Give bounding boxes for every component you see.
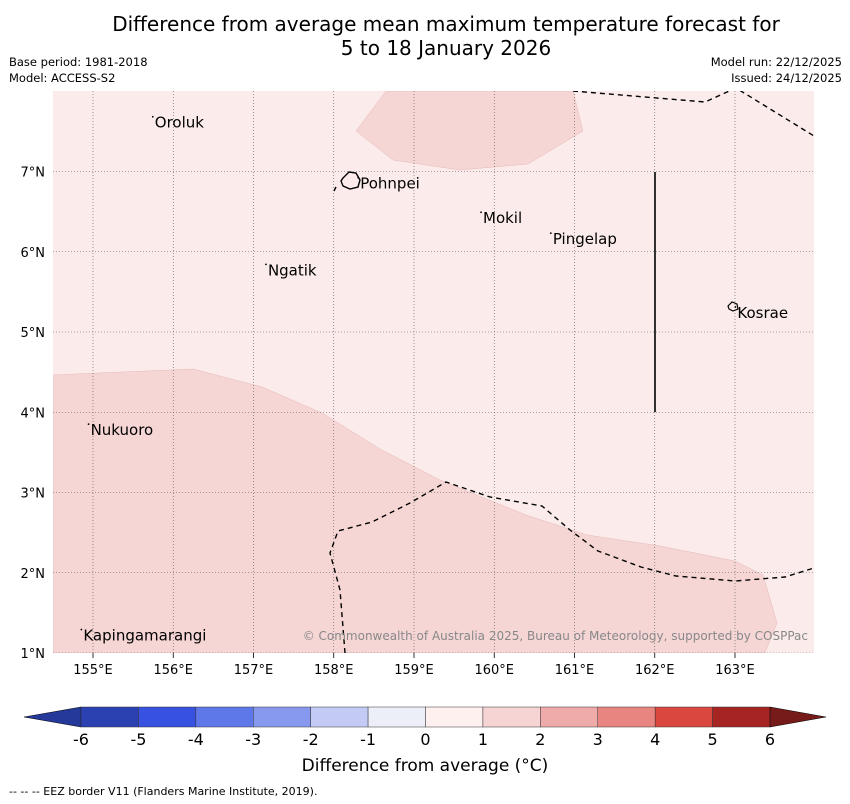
axis-ticks: 155°E 156°E 157°E 158°E 159°E 160°E 161°E 162°E… (21, 166, 755, 679)
meta-right: Model run: 22/12/2025 Issued: 24/12/2025 (711, 54, 842, 86)
colorbar-tick-label: -5 (130, 730, 146, 745)
place-label: Pingelap (553, 230, 617, 248)
colorbar-tick-label: -2 (303, 730, 319, 745)
colorbar-tick-label: -6 (73, 730, 89, 745)
place-label: Oroluk (155, 114, 204, 132)
colorbar-tick-label: -4 (188, 730, 204, 745)
x-tick-label: 160°E (474, 663, 514, 678)
x-tick-label: 162°E (635, 663, 675, 678)
colorbar-segment (195, 706, 254, 728)
graticule (53, 91, 814, 653)
kosrae-island-outline (727, 301, 739, 312)
y-tick-label: 2°N (21, 567, 46, 582)
y-tick-label: 4°N (21, 406, 46, 421)
y-tick-label: 7°N (21, 166, 46, 181)
colorbar-tick-label: 0 (420, 730, 430, 745)
title-line-1: Difference from average mean maximum tem… (112, 12, 780, 36)
colorbar-title: Difference from average (°C) (301, 756, 549, 776)
meta-left: Base period: 1981-2018 Model: ACCESS-S2 (9, 54, 148, 86)
place-marker (549, 232, 552, 235)
place-label: Mokil (483, 209, 522, 227)
place-label: Kapingamarangi (83, 627, 206, 645)
pohnpei-island-outline (340, 171, 361, 190)
colorbar-segment (80, 706, 139, 728)
colorbar-extend-low (23, 706, 82, 728)
colorbar-tick-label: 5 (707, 730, 717, 745)
colorbar-segment (654, 706, 713, 728)
y-tick-label: 5°N (21, 326, 46, 341)
colorbar-segment (712, 706, 771, 728)
eez-border-north (572, 91, 814, 137)
issued-date: Issued: 24/12/2025 (731, 71, 842, 85)
place-label: Nukuoro (91, 421, 154, 439)
colorbar-segment (540, 706, 598, 728)
place-marker (80, 628, 83, 631)
colorbar-tick-label: -3 (245, 730, 261, 745)
place-marker (265, 263, 267, 266)
title-line-2: 5 to 18 January 2026 (340, 36, 552, 60)
place-marker (151, 115, 154, 118)
model-name: Model: ACCESS-S2 (9, 71, 116, 85)
place-marker (87, 423, 90, 426)
colorbar-extend-high (769, 706, 827, 728)
colorbar-tick-label: 1 (478, 730, 488, 745)
x-tick-label: 159°E (394, 663, 434, 678)
y-tick-label: 1°N (21, 647, 46, 662)
eez-border-south (329, 481, 814, 653)
place-marker (480, 211, 482, 214)
place-marker (357, 176, 360, 179)
x-tick-label: 158°E (314, 663, 354, 678)
place-label: Pohnpei (360, 175, 420, 193)
colorbar-segment (310, 706, 369, 728)
eez-borders (329, 91, 814, 653)
colorbar-segment (597, 706, 656, 728)
model-run: Model run: 22/12/2025 (710, 55, 842, 69)
map-title: Difference from average mean maximum tem… (0, 12, 850, 60)
colorbar: -6 -5 -4 -3 -2 -1 0 1 2 3 4 5 6 (23, 706, 827, 745)
colorbar-segment (138, 706, 197, 728)
base-period: Base period: 1981-2018 (9, 55, 148, 69)
colorbar-segment (367, 706, 426, 728)
anomaly-band-1-2-north (355, 91, 584, 171)
y-tick-label: 3°N (21, 487, 46, 502)
colorbar-tick-label: 4 (650, 730, 660, 745)
anomaly-band-1-2-south (53, 368, 778, 653)
x-tick-label: 155°E (73, 663, 113, 678)
place-marker (734, 306, 737, 308)
eez-legend-note: -- -- -- EEZ border V11 (Flanders Marine… (9, 785, 318, 798)
colorbar-segment (425, 706, 484, 728)
colorbar-segment (482, 706, 541, 728)
x-tick-label: 157°E (234, 663, 274, 678)
colorbar-tick-label: 3 (593, 730, 603, 745)
place-label: Kosrae (737, 304, 788, 322)
colorbar-tick-label: -1 (360, 730, 376, 745)
place-labels: Oroluk Pohnpei Mokil Pingelap Ngatik Kosrae Nu… (80, 114, 788, 645)
x-tick-label: 163°E (715, 663, 755, 678)
eez-border-pohnpei-fragment (333, 186, 337, 192)
x-tick-label: 161°E (555, 663, 595, 678)
y-tick-label: 6°N (21, 246, 46, 261)
colorbar-tick-label: 2 (535, 730, 545, 745)
x-tick-label: 156°E (153, 663, 193, 678)
colorbar-segment (253, 706, 311, 728)
place-label: Ngatik (268, 261, 317, 279)
copyright-notice: © Commonwealth of Australia 2025, Bureau… (303, 629, 808, 643)
colorbar-tick-label: 6 (765, 730, 775, 745)
map-svg: Oroluk Pohnpei Mokil Pingelap Ngatik Kosrae Nu… (21, 91, 827, 745)
